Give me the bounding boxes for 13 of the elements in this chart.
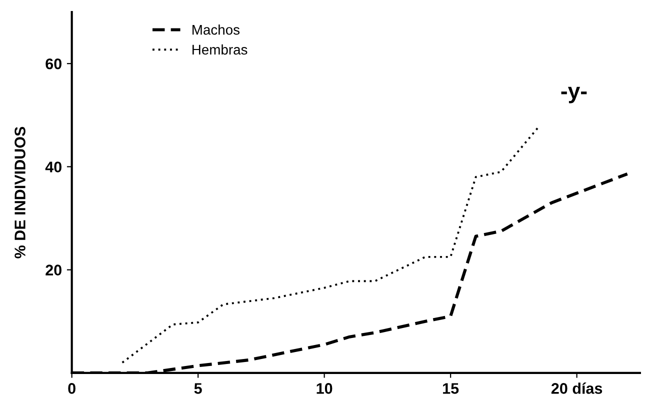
y-axis-title: % DE INDIVIDUOS: [14, 126, 26, 258]
y-tick-label: 20: [46, 264, 62, 276]
y-tick-label: 40: [45, 162, 62, 172]
x-tick-label: 15: [443, 383, 459, 394]
line-series: [121, 126, 540, 364]
x-tick-label: 10: [316, 383, 332, 394]
x-tick-label: 0: [68, 383, 76, 394]
y-tick-label: 60: [46, 58, 62, 70]
legend-label: Machos: [192, 24, 240, 35]
annotation: -y-: [561, 86, 587, 104]
legend-label: Hembras: [192, 44, 248, 55]
x-tick-label: 5: [194, 383, 202, 394]
x-tick-label: 20 días: [551, 382, 602, 394]
